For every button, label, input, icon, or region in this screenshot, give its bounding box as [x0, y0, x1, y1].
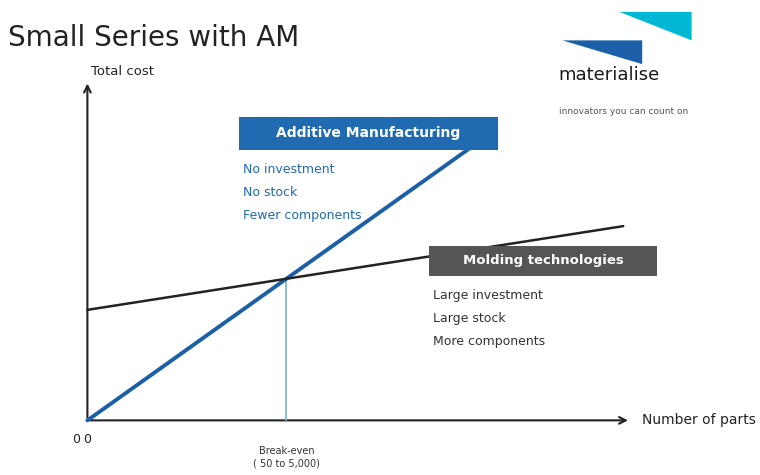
Polygon shape — [562, 40, 642, 64]
Text: innovators you can count on: innovators you can count on — [559, 107, 688, 116]
FancyBboxPatch shape — [239, 117, 498, 150]
Text: Large investment: Large investment — [433, 289, 543, 302]
Text: 0: 0 — [72, 433, 80, 446]
Text: Large stock: Large stock — [433, 312, 506, 325]
FancyBboxPatch shape — [429, 246, 657, 276]
Text: Additive Manufacturing: Additive Manufacturing — [277, 126, 461, 141]
Text: More components: More components — [433, 334, 546, 348]
Text: Number of parts: Number of parts — [642, 413, 756, 428]
Text: Small Series with AM: Small Series with AM — [8, 24, 299, 52]
Text: No stock: No stock — [243, 186, 297, 199]
Text: Total cost: Total cost — [91, 66, 154, 78]
Polygon shape — [619, 12, 692, 40]
Text: 0: 0 — [84, 433, 91, 446]
Text: Break-even
( 50 to 5,000): Break-even ( 50 to 5,000) — [253, 446, 320, 468]
Text: Fewer components: Fewer components — [243, 209, 362, 222]
Text: No investment: No investment — [243, 163, 334, 176]
Text: Molding technologies: Molding technologies — [463, 254, 624, 267]
Text: materialise: materialise — [559, 66, 660, 85]
